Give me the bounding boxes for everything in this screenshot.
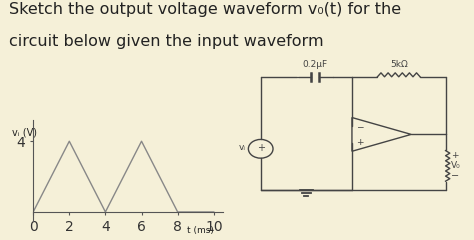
- Text: vᵢ (V): vᵢ (V): [11, 127, 36, 137]
- Text: +: +: [356, 138, 363, 147]
- Text: t (ms): t (ms): [187, 226, 214, 235]
- Text: vᵢ: vᵢ: [239, 143, 246, 151]
- Text: Sketch the output voltage waveform v₀(t) for the: Sketch the output voltage waveform v₀(t)…: [9, 2, 401, 18]
- Text: +: +: [451, 151, 458, 161]
- Text: −: −: [356, 122, 363, 131]
- Text: V₀: V₀: [451, 162, 461, 170]
- Text: 5kΩ: 5kΩ: [390, 60, 408, 69]
- Text: 0.2μF: 0.2μF: [302, 60, 328, 69]
- Text: circuit below given the input waveform: circuit below given the input waveform: [9, 34, 324, 48]
- Text: +: +: [257, 143, 264, 153]
- Text: −: −: [451, 171, 459, 181]
